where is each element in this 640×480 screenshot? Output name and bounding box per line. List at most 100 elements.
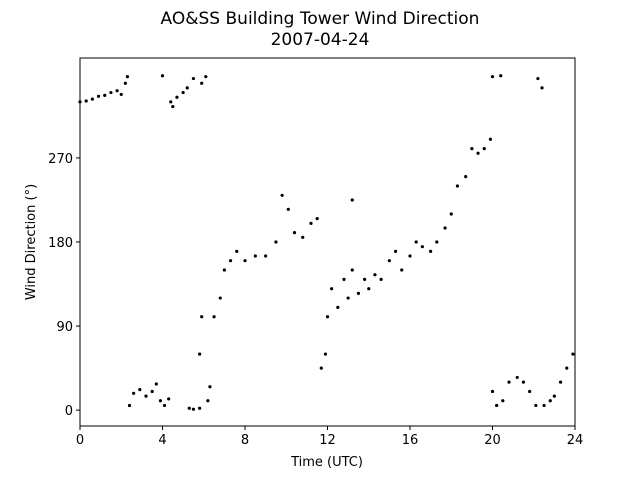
point <box>443 226 447 230</box>
point <box>167 397 171 401</box>
point <box>154 382 158 386</box>
point <box>200 315 204 319</box>
point <box>119 92 123 97</box>
point <box>528 389 532 394</box>
point <box>488 137 493 141</box>
point <box>536 76 540 81</box>
point <box>548 399 552 403</box>
point <box>125 75 130 79</box>
x-axis-label: Time (UTC) <box>290 455 363 470</box>
point <box>243 259 247 263</box>
x-tick-label: 12 <box>319 433 336 448</box>
point <box>274 240 278 244</box>
point <box>200 81 204 85</box>
point <box>208 385 212 389</box>
point <box>336 305 340 309</box>
point <box>387 259 391 263</box>
point <box>264 254 268 258</box>
y-tick-label: 180 <box>48 236 73 251</box>
x-tick-label: 4 <box>158 433 166 448</box>
point <box>212 315 216 319</box>
point <box>185 86 189 90</box>
point <box>144 394 148 398</box>
point <box>571 352 575 356</box>
point <box>350 268 354 272</box>
point <box>515 375 519 380</box>
y-tick-label: 90 <box>56 320 73 335</box>
point <box>123 81 127 85</box>
point <box>408 254 412 258</box>
point <box>534 403 538 408</box>
point <box>235 249 239 253</box>
x-tick-label: 8 <box>241 433 249 448</box>
point <box>160 74 165 78</box>
point <box>191 407 196 411</box>
y-axis-label: Wind Direction (°) <box>24 184 39 300</box>
point <box>103 93 107 97</box>
point <box>181 90 185 95</box>
point <box>565 366 569 370</box>
point <box>292 231 297 235</box>
point <box>435 240 439 244</box>
y-tick-label: 0 <box>65 404 73 419</box>
point <box>501 399 505 403</box>
point <box>218 296 222 300</box>
point <box>490 75 495 79</box>
plot-frame <box>79 57 576 427</box>
point <box>414 240 418 244</box>
point <box>198 406 202 410</box>
point <box>222 268 226 272</box>
point <box>346 296 350 300</box>
point <box>449 212 453 216</box>
point <box>464 175 468 179</box>
point <box>330 287 334 291</box>
x-tick-label: 20 <box>484 433 501 448</box>
point <box>228 259 233 263</box>
point <box>400 268 404 272</box>
point <box>455 184 460 188</box>
point <box>325 315 330 319</box>
point <box>286 207 290 211</box>
point <box>301 235 305 239</box>
point <box>187 406 191 410</box>
point <box>499 74 503 78</box>
chart-title: AO&SS Building Tower Wind Direction <box>161 9 480 29</box>
point <box>191 76 196 81</box>
point <box>171 104 175 109</box>
point <box>206 399 210 403</box>
chart-subtitle: 2007-04-24 <box>271 30 370 50</box>
point <box>138 387 142 392</box>
point <box>315 217 319 221</box>
point <box>521 380 526 384</box>
point <box>175 95 179 99</box>
point <box>540 86 544 90</box>
point <box>470 146 474 151</box>
x-tick-label: 0 <box>76 433 84 448</box>
point <box>158 399 163 403</box>
point <box>198 352 202 356</box>
point <box>109 90 113 95</box>
point <box>363 277 367 281</box>
point <box>253 254 257 258</box>
point <box>507 380 511 384</box>
point <box>90 97 94 101</box>
point <box>78 100 82 104</box>
point <box>367 287 371 291</box>
point <box>429 249 433 253</box>
point <box>476 151 480 155</box>
x-tick-label: 24 <box>567 433 584 448</box>
point <box>127 403 132 408</box>
point <box>379 277 383 281</box>
point <box>309 221 313 225</box>
point <box>96 94 101 98</box>
point <box>150 389 154 394</box>
point <box>162 403 167 408</box>
point <box>373 273 377 277</box>
point <box>132 391 136 395</box>
point <box>542 403 546 408</box>
point <box>393 249 398 253</box>
point <box>319 366 323 370</box>
point <box>169 100 173 104</box>
point <box>356 291 361 295</box>
